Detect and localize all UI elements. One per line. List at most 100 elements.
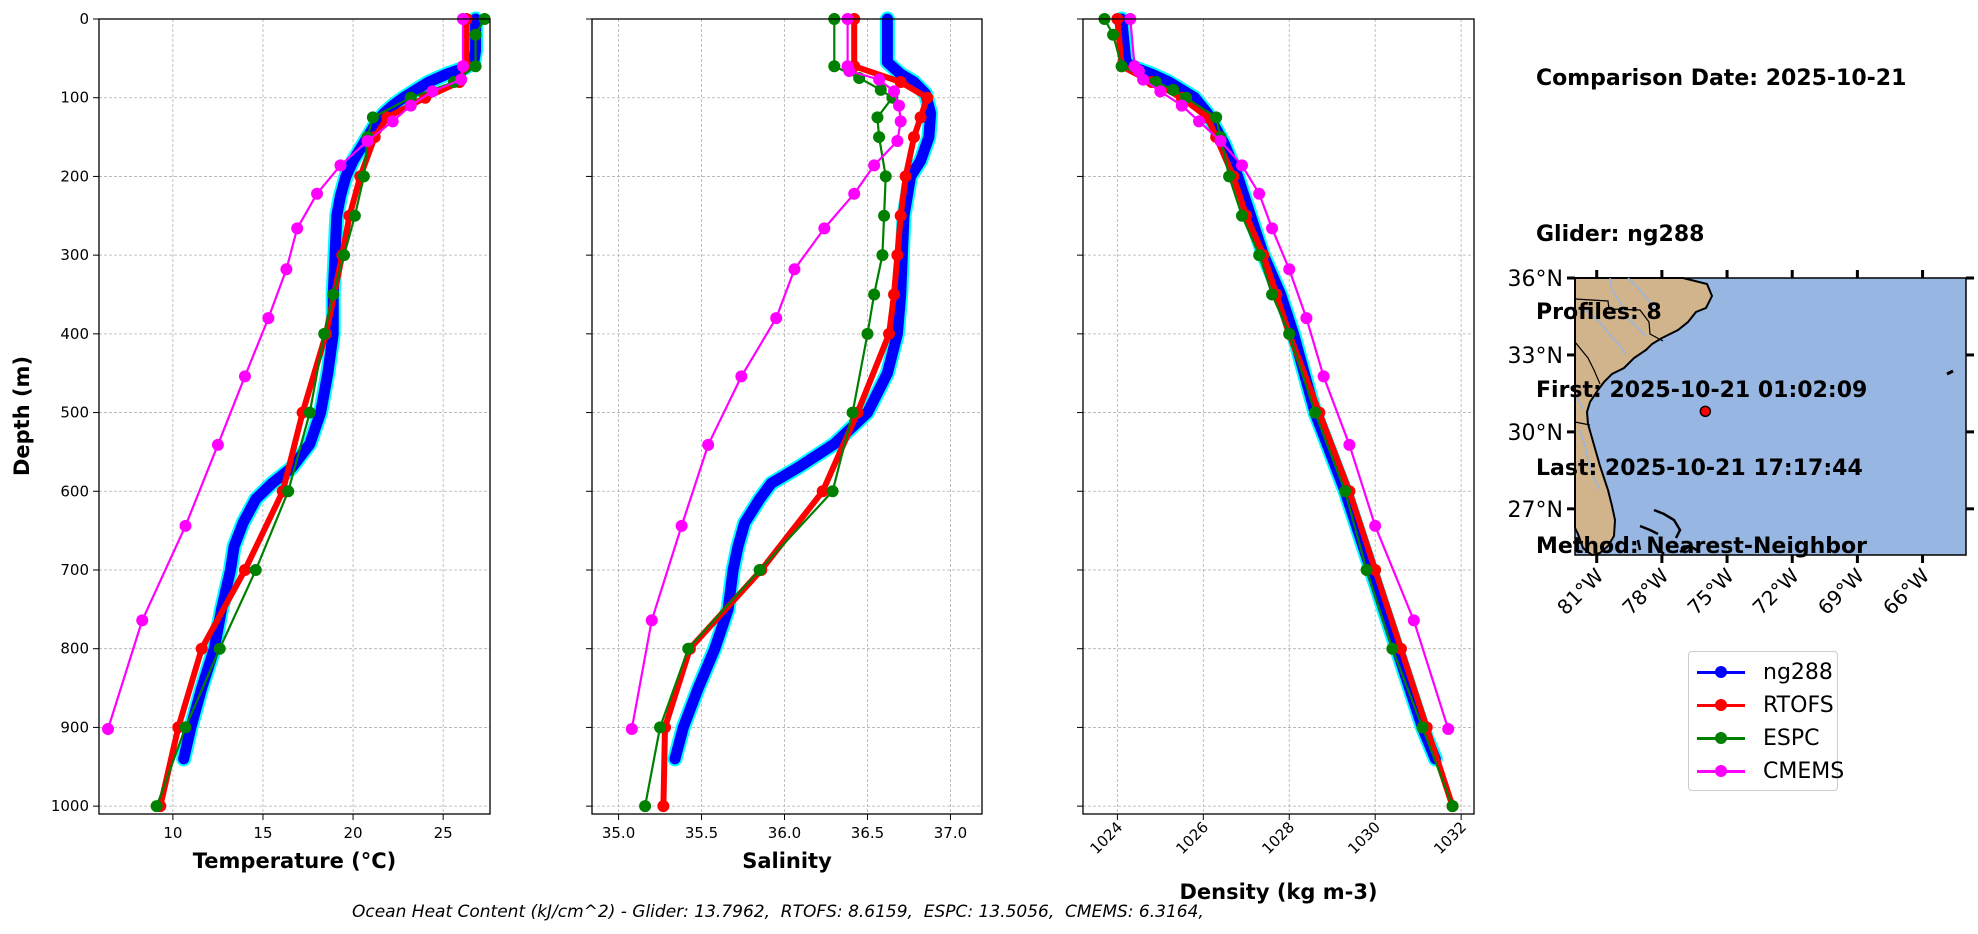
data-point-cmems (1235, 159, 1248, 172)
temperature-panel: 10 15 20 25 0 100 200 300 400 500 600 700 800 900 1000… (51, 10, 491, 873)
data-point-espc (828, 60, 841, 73)
data-point-espc (879, 170, 892, 183)
data-point-cmems (102, 722, 115, 735)
data-point-espc (469, 28, 482, 41)
data-point-espc (1115, 60, 1128, 73)
data-point-rtofs (907, 131, 920, 144)
data-point-cmems (1283, 263, 1296, 276)
data-point-cmems (1175, 99, 1188, 112)
x-tick-label: 20 (344, 824, 363, 842)
data-point-rtofs (1369, 563, 1382, 576)
y-tick-label: 500 (60, 404, 89, 422)
data-point-espc (753, 563, 766, 576)
data-point-cmems (848, 187, 861, 200)
data-point-espc (1150, 75, 1163, 88)
data-point-cmems (873, 73, 886, 86)
data-point-espc (1446, 800, 1459, 813)
data-point-espc (654, 721, 667, 734)
y-tick-label: 100 (60, 89, 89, 107)
data-point-espc (1386, 642, 1399, 655)
data-point-cmems (455, 73, 468, 86)
data-point-cmems (675, 519, 688, 532)
x-tick-label: 36.0 (768, 824, 801, 842)
glider-name: Glider: ng288 (1536, 222, 1705, 247)
data-point-rtofs (657, 800, 670, 813)
y-tick-label: 400 (60, 325, 89, 343)
data-point-espc (366, 111, 379, 124)
location-map: 81°W 78°W 75°W 72°W 69°W 66°W36°N33°N30°N27°N (1508, 267, 1974, 620)
legend-label: ng288 (1763, 659, 1833, 685)
legend-item-cmems: CMEMS (1697, 758, 1844, 784)
data-point-espc (1210, 111, 1223, 124)
data-point-espc (861, 327, 874, 340)
map-lat-label: 33°N (1508, 344, 1563, 369)
data-point-cmems (1154, 85, 1167, 98)
data-point-cmems (702, 438, 715, 451)
data-point-rtofs (894, 209, 907, 222)
x-tick-label: 37.0 (934, 824, 967, 842)
map-lat-label: 36°N (1508, 267, 1563, 292)
data-point-rtofs (888, 288, 901, 301)
data-point-espc (249, 563, 262, 576)
x-tick-label: 15 (253, 824, 272, 842)
x-tick-label: 1032 (1430, 818, 1470, 858)
legend-item-rtofs: RTOFS (1697, 692, 1834, 718)
x-axis-label: Density (kg m-3) (1179, 880, 1377, 904)
x-tick-label: 1030 (1344, 818, 1384, 858)
data-point-cmems (456, 60, 469, 73)
data-point-espc (327, 288, 340, 301)
data-point-espc (1416, 721, 1429, 734)
series-line-ng288 (178, 13, 482, 765)
density-panel: 1024 1026 1028 1030 1032 Density (kg m-3) (1077, 11, 1475, 904)
x-tick-label: 1026 (1172, 818, 1212, 858)
data-point-rtofs (899, 170, 912, 183)
map-island-bermuda (1946, 369, 1954, 376)
x-tick-label: 1024 (1086, 818, 1126, 858)
data-point-cmems (1343, 438, 1356, 451)
data-point-cmems (179, 519, 192, 532)
legend-line-icon (1697, 731, 1745, 744)
data-point-espc (469, 60, 482, 73)
data-point-cmems (1369, 519, 1382, 532)
data-point-cmems (893, 99, 906, 112)
data-point-espc (1266, 288, 1279, 301)
comparison-date: Comparison Date: 2025-10-21 (1536, 66, 1907, 91)
data-point-cmems (280, 263, 293, 276)
data-point-cmems (238, 370, 251, 383)
data-point-espc (826, 485, 839, 498)
data-point-cmems (645, 614, 658, 627)
data-point-espc (682, 642, 695, 655)
data-point-cmems (1137, 73, 1150, 86)
y-axis-label-depth: Depth (m) (10, 356, 34, 476)
data-point-cmems (868, 159, 881, 172)
data-point-cmems (426, 85, 439, 98)
data-point-cmems (334, 159, 347, 172)
map-island-bahamas (1636, 508, 1701, 555)
profile-count: Profiles: 8 (1536, 300, 1662, 325)
data-point-rtofs (195, 642, 208, 655)
glider-location-marker (1699, 405, 1712, 418)
y-tick-label: 200 (60, 167, 89, 185)
data-point-cmems (1300, 312, 1313, 325)
data-point-cmems (1193, 115, 1206, 128)
data-point-espc (1339, 485, 1352, 498)
ocean-heat-content-footer: Ocean Heat Content (kJ/cm^2) - Glider: 1… (352, 902, 1204, 922)
legend-item-ng288: ng288 (1697, 659, 1833, 685)
data-point-cmems (891, 135, 904, 148)
data-point-cmems (1317, 370, 1330, 383)
data-point-cmems (1214, 135, 1227, 148)
data-point-espc (318, 327, 331, 340)
legend-line-icon (1697, 764, 1745, 777)
data-point-espc (639, 800, 652, 813)
data-point-rtofs (891, 249, 904, 262)
y-tick-label: 900 (60, 718, 89, 736)
legend-line-icon (1697, 698, 1745, 711)
data-point-espc (1235, 209, 1248, 222)
axes-frame (1082, 18, 1475, 815)
map-state-borders (1574, 298, 1664, 426)
data-point-cmems (1442, 722, 1455, 735)
y-tick-label: 800 (60, 640, 89, 658)
data-point-cmems (361, 135, 374, 148)
data-point-cmems (818, 222, 831, 235)
series-line-cmems (106, 17, 465, 731)
